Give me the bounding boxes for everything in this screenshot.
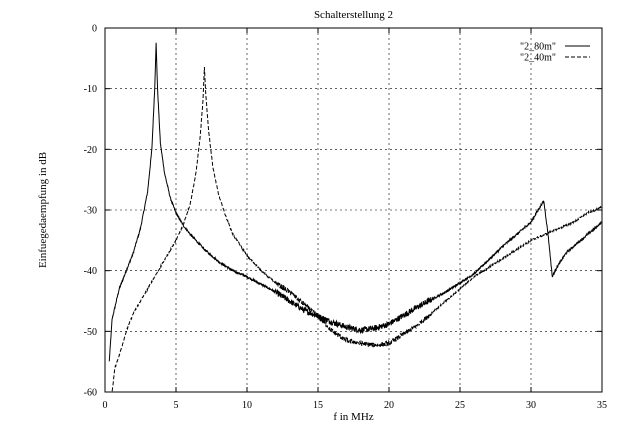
series-line-1 [108, 42, 603, 362]
x-axis-label: f in MHz [333, 411, 373, 423]
grid-lines [105, 28, 602, 392]
series-line-2 [111, 67, 603, 392]
x-tick-label: 30 [526, 400, 536, 411]
y-tick-label: 0 [92, 24, 97, 35]
y-tick-label: -60 [84, 388, 97, 399]
y-tick-label: -20 [84, 145, 97, 156]
plot-area-frame [104, 27, 603, 393]
axis-ticks: 0 5 10 15 20 25 30 35 0 -10 -20 -30 -40 -50 -60 [84, 24, 607, 412]
legend: "2_80m""2_40m" [520, 42, 590, 64]
series-lines [108, 42, 603, 392]
y-tick-label: -30 [84, 206, 97, 217]
x-tick-label: 10 [242, 400, 252, 411]
chart-title: Schalterstellung 2 [314, 9, 393, 21]
y-tick-label: -10 [84, 84, 97, 95]
x-tick-label: 15 [313, 400, 323, 411]
y-tick-label: -50 [84, 327, 97, 338]
x-tick-label: 5 [174, 400, 179, 411]
legend-label: "2_80m" [520, 42, 556, 53]
x-tick-label: 35 [597, 400, 607, 411]
legend-label: "2_40m" [520, 53, 556, 64]
y-axis-label: Einfuegedaempfung in dB [37, 152, 49, 268]
x-tick-label: 20 [384, 400, 394, 411]
x-tick-label: 25 [455, 400, 465, 411]
x-tick-label: 0 [103, 400, 108, 411]
y-tick-label: -40 [84, 266, 97, 277]
